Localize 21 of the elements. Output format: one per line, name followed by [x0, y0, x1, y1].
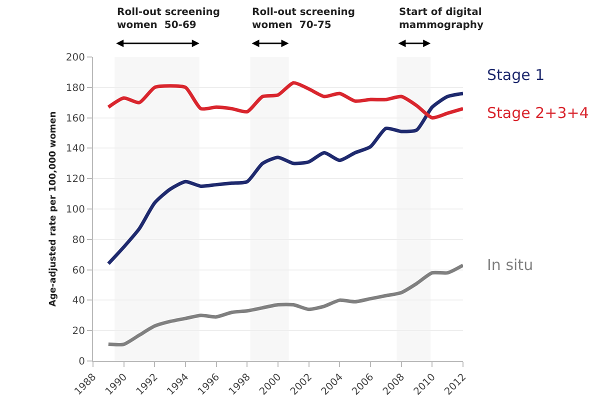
- y-tick-label: 160: [66, 113, 85, 124]
- band-label: Start of digital mammography: [399, 7, 484, 31]
- series-label: In situ: [487, 256, 534, 274]
- line-series: [106, 92, 463, 266]
- y-tick-label: 200: [66, 52, 85, 64]
- series-label: Stage 1: [487, 66, 545, 84]
- y-tick-label: 180: [66, 82, 85, 94]
- line-series: [106, 81, 463, 120]
- y-tick-label: 20: [72, 326, 85, 338]
- y-tick-label: 0: [78, 356, 85, 368]
- y-tick-label: 60: [72, 265, 85, 276]
- y-tick-label: 100: [66, 204, 85, 216]
- band-label: Roll-out screening women 70-75: [252, 7, 356, 31]
- band-label: Roll-out screening women 50-69: [117, 7, 220, 31]
- y-tick-label: 140: [66, 144, 85, 155]
- series-label: Stage 2+3+4: [487, 104, 589, 122]
- y-tick-label: 80: [72, 234, 85, 246]
- y-tick-label: 120: [66, 174, 85, 186]
- line-series: [106, 263, 463, 346]
- y-axis-title: Age-adjusted rate per 100,000 women: [48, 111, 58, 307]
- y-tick-label: 40: [72, 296, 85, 307]
